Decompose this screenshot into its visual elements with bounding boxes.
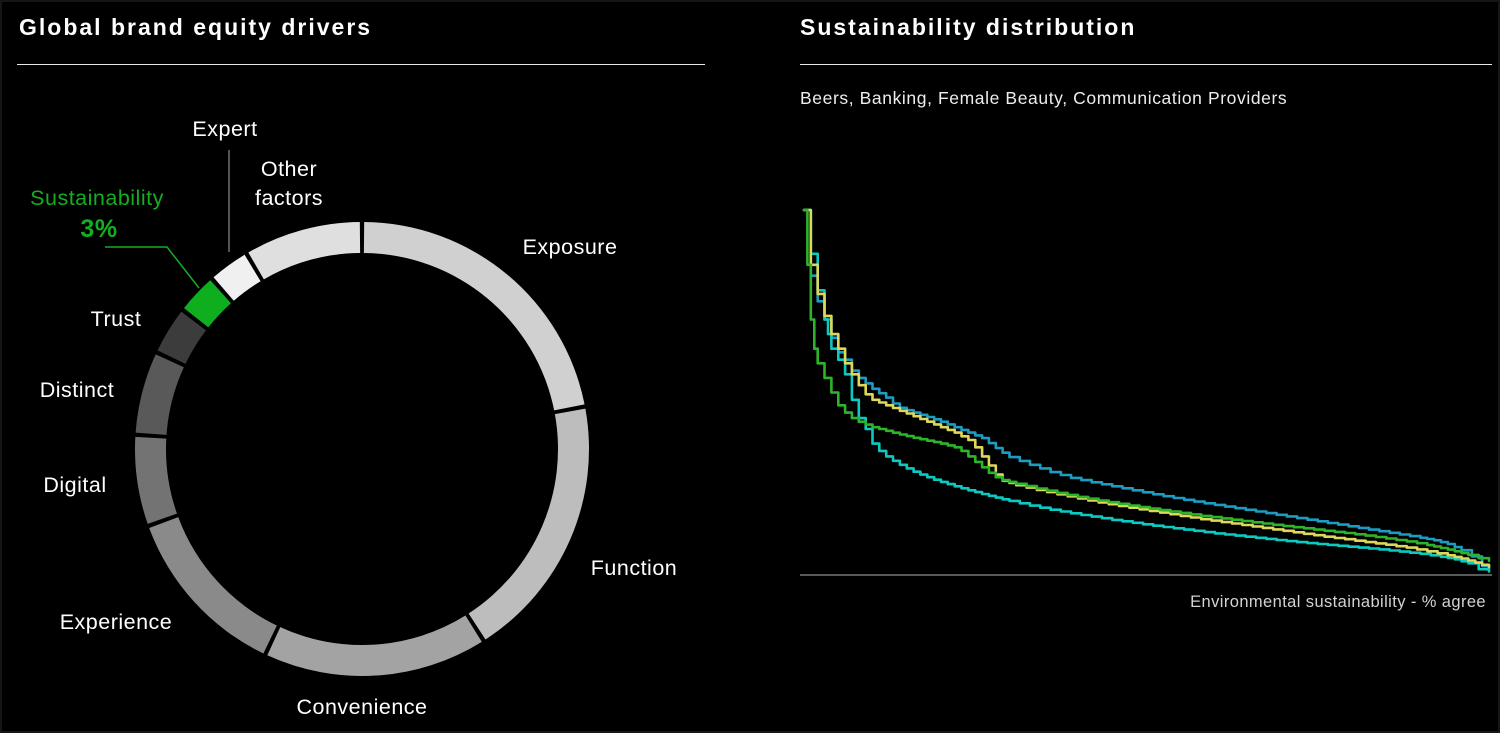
sustainability-leader-line bbox=[105, 246, 200, 289]
series-line-blue-cyan bbox=[802, 208, 1491, 571]
donut-label-experience: Experience bbox=[60, 610, 173, 634]
donut-segment-other-factors bbox=[248, 222, 361, 280]
donut-label-trust: Trust bbox=[91, 307, 142, 331]
donut-segment-sustainability bbox=[183, 280, 231, 328]
series-line-turquoise bbox=[802, 208, 1491, 573]
donut-label-distinct: Distinct bbox=[40, 378, 114, 402]
x-axis-label: Environmental sustainability - % agree bbox=[1190, 593, 1486, 611]
donut-label-exposure: Exposure bbox=[523, 235, 618, 259]
series-line-yellow bbox=[802, 208, 1491, 569]
sustainability-categories-subtitle: Beers, Banking, Female Beauty, Communica… bbox=[800, 88, 1288, 108]
sustainability-line-chart bbox=[800, 208, 1492, 576]
donut-label-sustainability: Sustainability bbox=[30, 186, 164, 210]
brand-equity-donut-chart: Exposure Function Convenience Experience Dig… bbox=[30, 117, 677, 719]
donut-segment-function bbox=[468, 408, 590, 640]
donut-segment-digital bbox=[134, 436, 177, 524]
donut-segment-convenience bbox=[267, 615, 482, 676]
sustainability-title: Sustainability distribution bbox=[800, 14, 1137, 40]
brand-equity-title-rule bbox=[17, 64, 705, 65]
donut-segment-experience bbox=[149, 517, 277, 654]
donut-label-3-: 3% bbox=[80, 215, 117, 243]
donut-label-other-factors: Other factors bbox=[255, 157, 323, 210]
brand-equity-title: Global brand equity drivers bbox=[19, 14, 373, 40]
sustainability-title-rule bbox=[800, 64, 1492, 65]
donut-segment-exposure bbox=[363, 222, 585, 411]
donut-segment-trust bbox=[157, 311, 206, 364]
series-line-green bbox=[802, 208, 1491, 563]
donut-segment-distinct bbox=[135, 354, 184, 435]
donut-label-expert: Expert bbox=[192, 117, 257, 141]
donut-label-function: Function bbox=[591, 556, 677, 580]
donut-label-digital: Digital bbox=[43, 473, 106, 497]
donut-segment-expert bbox=[213, 254, 261, 301]
donut-label-convenience: Convenience bbox=[296, 695, 427, 719]
